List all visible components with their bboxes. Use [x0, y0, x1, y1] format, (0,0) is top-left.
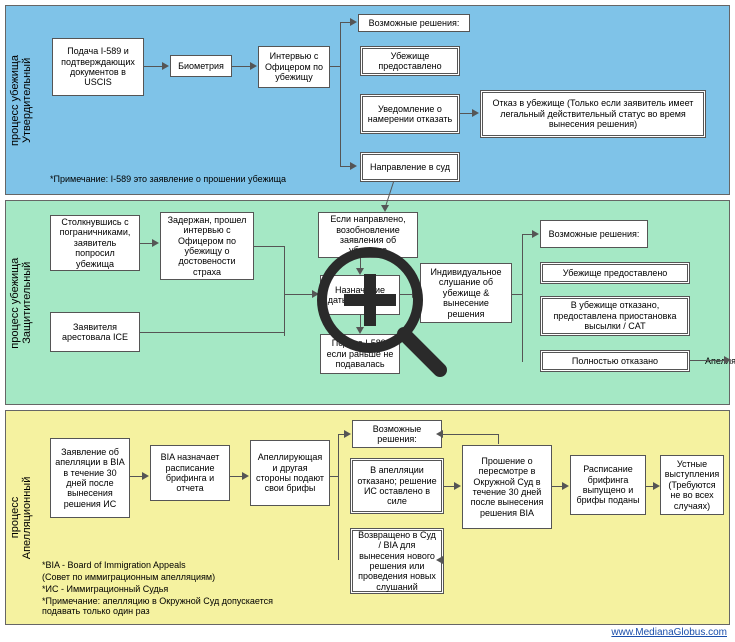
arrow	[140, 332, 285, 333]
node-briefing-schedule: Расписание брифинга выпущено и брифы под…	[570, 455, 646, 515]
arrow-head	[142, 472, 149, 480]
arrow-head	[350, 18, 357, 26]
node-i589-filing: Подача I-589 и подтверждающих документов…	[52, 38, 144, 96]
node-referral-court: Направление в суд	[360, 152, 460, 182]
source-url[interactable]: www.MedianaGlobus.com	[611, 627, 727, 638]
arrow	[340, 22, 341, 167]
arrow-head	[344, 430, 351, 438]
arrow	[330, 66, 340, 67]
node-ice-arrest: Заявителя арестовала ICE	[50, 312, 140, 352]
arrow	[338, 434, 339, 560]
section-label-defensive: Защитительный процесс убежища	[9, 252, 33, 354]
arrow-head	[356, 327, 364, 334]
arrow	[284, 246, 285, 336]
node-border-encounter: Столкнувшись с пограничниками, заявитель…	[50, 215, 140, 271]
note-bia: *BIA - Board of Immigration Appeals	[42, 560, 186, 570]
arrow-head	[242, 472, 249, 480]
arrow-head	[436, 430, 443, 438]
arrow	[254, 246, 284, 247]
arrow-head	[381, 205, 389, 212]
arrow-head	[436, 556, 443, 564]
node-biometrics: Биометрия	[170, 55, 232, 77]
node-remanded: Возвращено в Суд / BIA для вынесения нов…	[350, 528, 444, 594]
node-renew-application: Если направлено, возобновление заявления…	[318, 212, 418, 258]
arrow-head	[356, 268, 364, 275]
node-denial: Отказ в убежище (Только если заявитель и…	[480, 90, 706, 138]
arrow-head	[412, 290, 419, 298]
node-asylum-granted-1: Убежище предоставлено	[360, 46, 460, 76]
node-fully-denied: Полностью отказано	[540, 350, 690, 372]
arrow-head	[312, 290, 319, 298]
arrow	[442, 434, 498, 435]
node-oral-arguments: Устные выступления (Требуются не во всех…	[660, 455, 724, 515]
arrow-head	[250, 62, 257, 70]
node-bia-filing: Заявление об апелляции в BIA в течение 3…	[50, 438, 130, 518]
node-individual-hearing: Индивидуальное слушание об убежище & вын…	[420, 263, 512, 323]
arrow-head	[162, 62, 169, 70]
arrow	[284, 294, 314, 295]
note-i589: *Примечание: I-589 это заявление о проше…	[50, 174, 286, 184]
node-asylum-granted-2: Убежище предоставлено	[540, 262, 690, 284]
node-possible-decisions-2: Возможные решения:	[540, 220, 648, 248]
arrow-head	[724, 356, 731, 364]
node-file-i589-if-not: Подача I-589, если раньше не подавалась	[320, 334, 400, 374]
arrow	[498, 434, 499, 444]
arrow	[330, 476, 338, 477]
node-possible-decisions-1: Возможные решения:	[358, 14, 470, 32]
node-interview: Интервью с Офицером по убежищу	[258, 46, 330, 88]
arrow	[232, 66, 252, 67]
note-circuit: *Примечание: апелляцию в Окружной Суд до…	[42, 596, 292, 616]
node-hearing-date: Назначение даты слушания	[320, 275, 400, 315]
arrow	[512, 294, 522, 295]
arrow-head	[152, 239, 159, 247]
node-briefs-filed: Апеллирующая и другая стороны подают сво…	[250, 440, 330, 506]
node-withholding: В убежище отказано, предоставлена приост…	[540, 296, 690, 336]
node-detained-interview: Задержан, прошел интервью с Офицером по …	[160, 212, 254, 280]
arrow	[690, 360, 726, 361]
arrow-head	[472, 109, 479, 117]
note-is: *ИС - Иммиграционный Судья	[42, 584, 168, 594]
node-bia-schedule: BIA назначает расписание брифинга и отче…	[150, 445, 230, 501]
arrow-head	[653, 482, 660, 490]
note-bia-ru: (Совет по иммиграционным апелляциям)	[42, 572, 215, 582]
section-label-appeal: Апелляционный процесс	[9, 464, 33, 571]
node-circuit-petition: Прошение о пересмотре в Окружной Суд в т…	[462, 445, 552, 529]
arrow	[522, 234, 523, 362]
arrow-head	[454, 482, 461, 490]
node-appeal-denied: В апелляции отказано; решение ИС оставле…	[350, 458, 444, 514]
arrow	[144, 66, 164, 67]
node-intent-deny: Уведомление о намерении отказать	[360, 94, 460, 134]
arrow-head	[350, 162, 357, 170]
arrow-head	[562, 482, 569, 490]
node-possible-decisions-3: Возможные решения:	[352, 420, 442, 448]
arrow-head	[532, 230, 539, 238]
section-label-affirmative: Утвердительный процесс убежища	[9, 53, 33, 147]
